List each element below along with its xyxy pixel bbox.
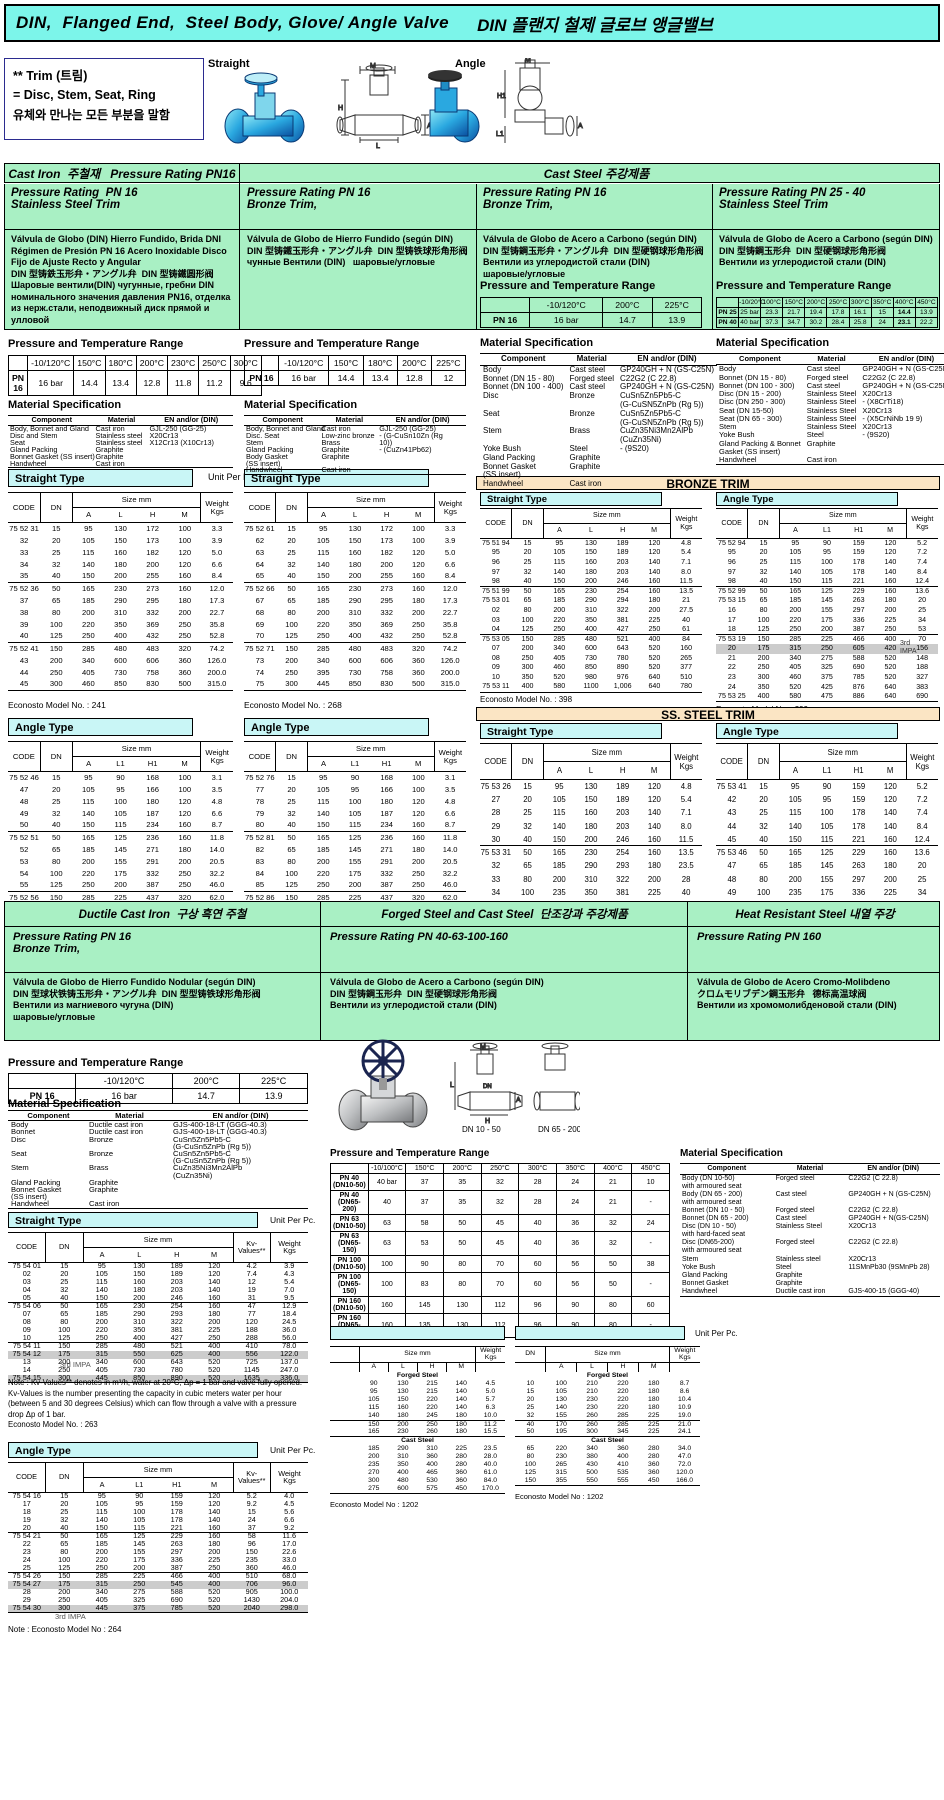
svg-text:L1: L1 xyxy=(496,131,504,138)
svg-text:L: L xyxy=(376,143,380,150)
svg-text:H: H xyxy=(485,1118,490,1125)
svg-text:DN 10 - 50: DN 10 - 50 xyxy=(462,1125,501,1134)
svg-text:H: H xyxy=(338,105,343,112)
svg-text:A: A xyxy=(578,123,583,130)
svg-text:DN: DN xyxy=(483,1084,492,1090)
svg-text:M: M xyxy=(370,63,376,70)
svg-text:A: A xyxy=(516,1097,521,1104)
svg-text:L: L xyxy=(450,1082,454,1089)
svg-text:DN 65 - 200: DN 65 - 200 xyxy=(538,1125,580,1134)
svg-text:H1: H1 xyxy=(497,93,506,100)
svg-text:M: M xyxy=(525,58,531,64)
